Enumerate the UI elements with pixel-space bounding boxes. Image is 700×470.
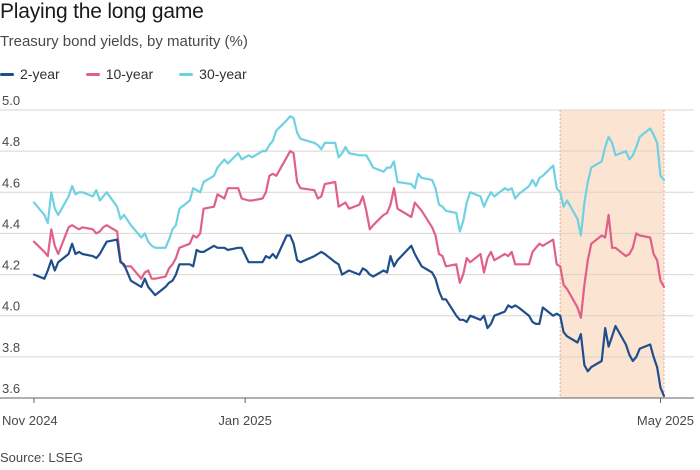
chart-subtitle: Treasury bond yields, by maturity (%)	[0, 33, 248, 50]
y-tick-label: 4.0	[2, 299, 20, 314]
y-tick-label: 4.4	[2, 216, 20, 231]
shaded-region	[560, 110, 664, 398]
series-line-2-year	[32, 234, 666, 397]
legend-label: 10-year	[105, 66, 154, 82]
legend-label: 2-year	[20, 66, 60, 82]
y-tick-label: 3.6	[2, 381, 20, 396]
legend-item: 10-year	[85, 66, 154, 82]
x-tick-label: Jan 2025	[218, 413, 272, 428]
y-tick-label: 4.8	[2, 134, 20, 149]
y-tick-label: 4.2	[2, 258, 20, 273]
x-tick-label: Nov 2024	[2, 413, 58, 428]
legend-item: 30-year	[179, 66, 247, 82]
legend-swatch	[0, 72, 14, 76]
chart-title: Playing the long game	[0, 0, 204, 23]
legend-swatch	[179, 72, 194, 76]
y-tick-label: 3.8	[2, 340, 20, 355]
legend-label: 30-year	[199, 66, 247, 82]
chart-source: Source: LSEG	[0, 450, 84, 465]
legend-swatch	[85, 72, 100, 76]
y-tick-label: 4.6	[2, 175, 20, 190]
y-tick-label: 5.0	[2, 93, 20, 108]
legend-item: 2-year	[0, 66, 60, 82]
series-line-10-year	[32, 150, 666, 319]
x-tick-label: May 2025	[637, 413, 694, 428]
series-line-30-year	[32, 115, 666, 249]
chart-legend: 2-year 10-year 30-year	[0, 64, 273, 84]
